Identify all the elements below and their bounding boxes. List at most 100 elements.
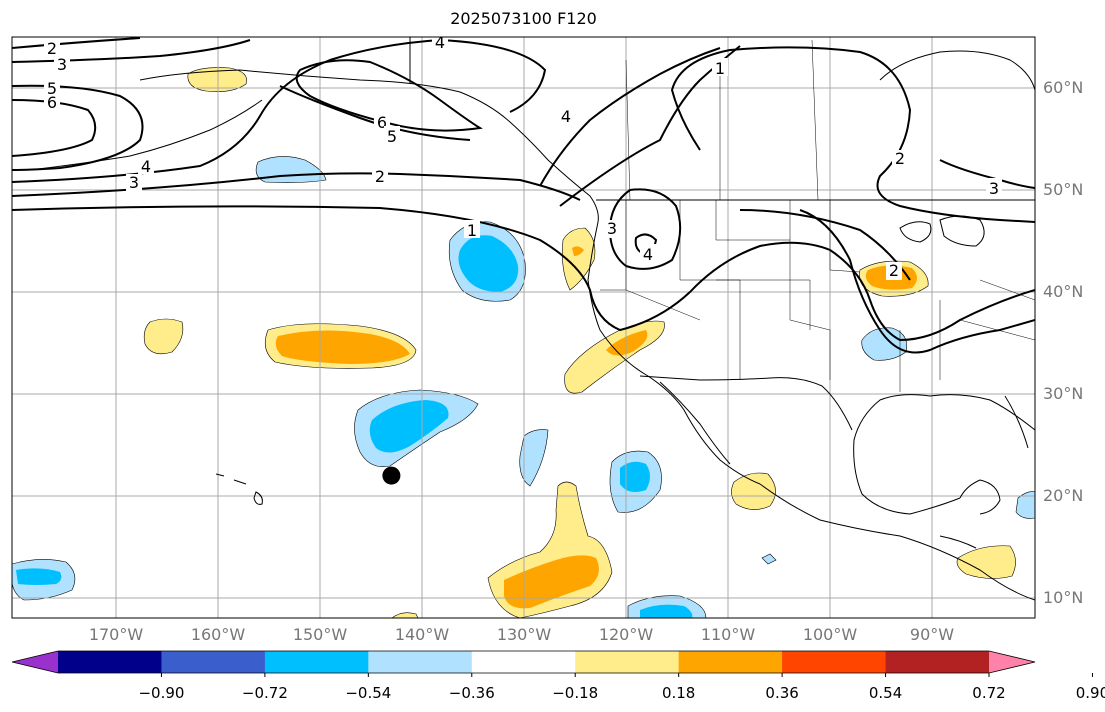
- contour-label: 3: [989, 179, 999, 198]
- colorbar-swatch: [161, 651, 266, 673]
- negative-anomaly-area: [458, 235, 519, 292]
- contour-line: [279, 85, 471, 141]
- longitude-label: 110°W: [700, 625, 756, 644]
- colorbar-outline: [11, 650, 1036, 674]
- latitude-label: 10°N: [1043, 588, 1084, 607]
- latitude-label: 40°N: [1043, 282, 1084, 301]
- colorbar-tick-label: 0.90: [1075, 684, 1105, 702]
- contour-label: 6: [47, 93, 57, 112]
- longitude-label: 130°W: [496, 625, 552, 644]
- contour-lines: [12, 37, 1035, 354]
- positive-anomaly-area: [562, 227, 596, 291]
- negative-anomaly-area: [1015, 491, 1035, 519]
- contour-line: [12, 205, 831, 332]
- longitude-label: 170°W: [88, 625, 144, 644]
- colorbar-tick-label: −0.54: [345, 684, 392, 702]
- negative-anomaly-area: [519, 429, 549, 487]
- positive-anomaly-area: [275, 330, 410, 364]
- coastline: [879, 50, 1035, 91]
- colorbar-tick-label: 0.36: [765, 684, 799, 702]
- coastline: [139, 69, 599, 223]
- longitude-label: 160°W: [190, 625, 246, 644]
- negative-anomaly-area: [16, 568, 62, 585]
- border: [715, 200, 791, 241]
- contour-label: 6: [377, 113, 387, 132]
- colorbar-swatch: [368, 651, 473, 673]
- longitude-label: 100°W: [802, 625, 858, 644]
- contour-label: 5: [387, 127, 397, 146]
- colorbar-tick-label: 0.72: [972, 684, 1006, 702]
- contour-line: [670, 46, 1035, 223]
- contour-line: [12, 172, 581, 201]
- colorbar-swatch: [575, 651, 680, 673]
- coastline: [233, 479, 247, 485]
- latitude-label: 20°N: [1043, 486, 1084, 505]
- colorbar-swatch: [678, 651, 783, 673]
- coastline: [253, 491, 263, 505]
- positive-anomaly-area: [606, 330, 648, 356]
- coastline: [759, 483, 1035, 601]
- coastline: [659, 381, 731, 465]
- border: [979, 279, 1035, 301]
- contour-line: [608, 188, 682, 270]
- contour-label: 2: [889, 261, 899, 280]
- contour-line: [799, 209, 1035, 354]
- coastline: [899, 221, 932, 243]
- longitude-label: 150°W: [292, 625, 348, 644]
- positive-anomaly-area: [504, 555, 599, 609]
- longitude-label: 120°W: [598, 625, 654, 644]
- positive-anomaly-area: [391, 612, 419, 618]
- coastline: [939, 535, 977, 549]
- colorbar-max-extension: [989, 651, 1035, 673]
- coastline: [215, 473, 225, 477]
- negative-anomaly-area: [369, 400, 449, 453]
- contour-line: [739, 209, 911, 281]
- contour-line: [12, 37, 141, 49]
- contour-label: 3: [129, 173, 139, 192]
- positive-anomaly-area: [143, 318, 184, 355]
- contour-label: 2: [47, 39, 57, 58]
- negative-anomaly-area: [640, 604, 693, 618]
- shaded-anomaly-layer: [12, 67, 1035, 618]
- contour-line: [12, 84, 144, 171]
- negative-anomaly-area: [620, 461, 650, 492]
- colorbar-tick-label: −0.90: [138, 684, 185, 702]
- colorbar-tick-label: −0.72: [241, 684, 288, 702]
- contour-label: 4: [561, 107, 571, 126]
- contour-labels: 2 3 5 6 4 4 3 6 5 2 1 3 4 4 2 3 1 2: [44, 33, 1002, 280]
- border: [829, 200, 861, 273]
- coastline: [29, 99, 263, 171]
- coastline: [1004, 395, 1029, 449]
- contour-label: 4: [435, 33, 445, 52]
- colorbar-tick-label: 0.18: [661, 684, 696, 702]
- graticule: [12, 37, 1035, 618]
- contour-line: [12, 38, 547, 183]
- contour-line: [295, 59, 483, 132]
- border: [716, 279, 811, 330]
- contour-label: 1: [715, 59, 725, 78]
- border: [625, 59, 631, 201]
- coastline: [959, 479, 1001, 515]
- latitude-label: 30°N: [1043, 384, 1084, 403]
- contour-label: 3: [57, 55, 67, 74]
- positive-anomaly-area: [956, 545, 1016, 579]
- contour-line: [829, 249, 1035, 342]
- colorbar-swatch: [471, 651, 576, 673]
- coastline: [853, 394, 1035, 515]
- colorbar-swatch: [264, 651, 369, 673]
- border: [811, 39, 819, 201]
- location-marker: [382, 466, 401, 485]
- latitude-label: 60°N: [1043, 78, 1084, 97]
- contour-label: 2: [375, 167, 385, 186]
- contour-label: 3: [607, 219, 617, 238]
- contour-label: 5: [47, 79, 57, 98]
- colorbar-tick-label: −0.18: [552, 684, 599, 702]
- contour-label: 2: [895, 149, 905, 168]
- negative-anomaly-area: [761, 553, 777, 565]
- colorbar-swatch: [58, 651, 162, 673]
- colorbar: [11, 650, 1093, 677]
- contour-label: 4: [643, 245, 653, 264]
- coastline: [587, 221, 761, 485]
- border: [639, 375, 853, 431]
